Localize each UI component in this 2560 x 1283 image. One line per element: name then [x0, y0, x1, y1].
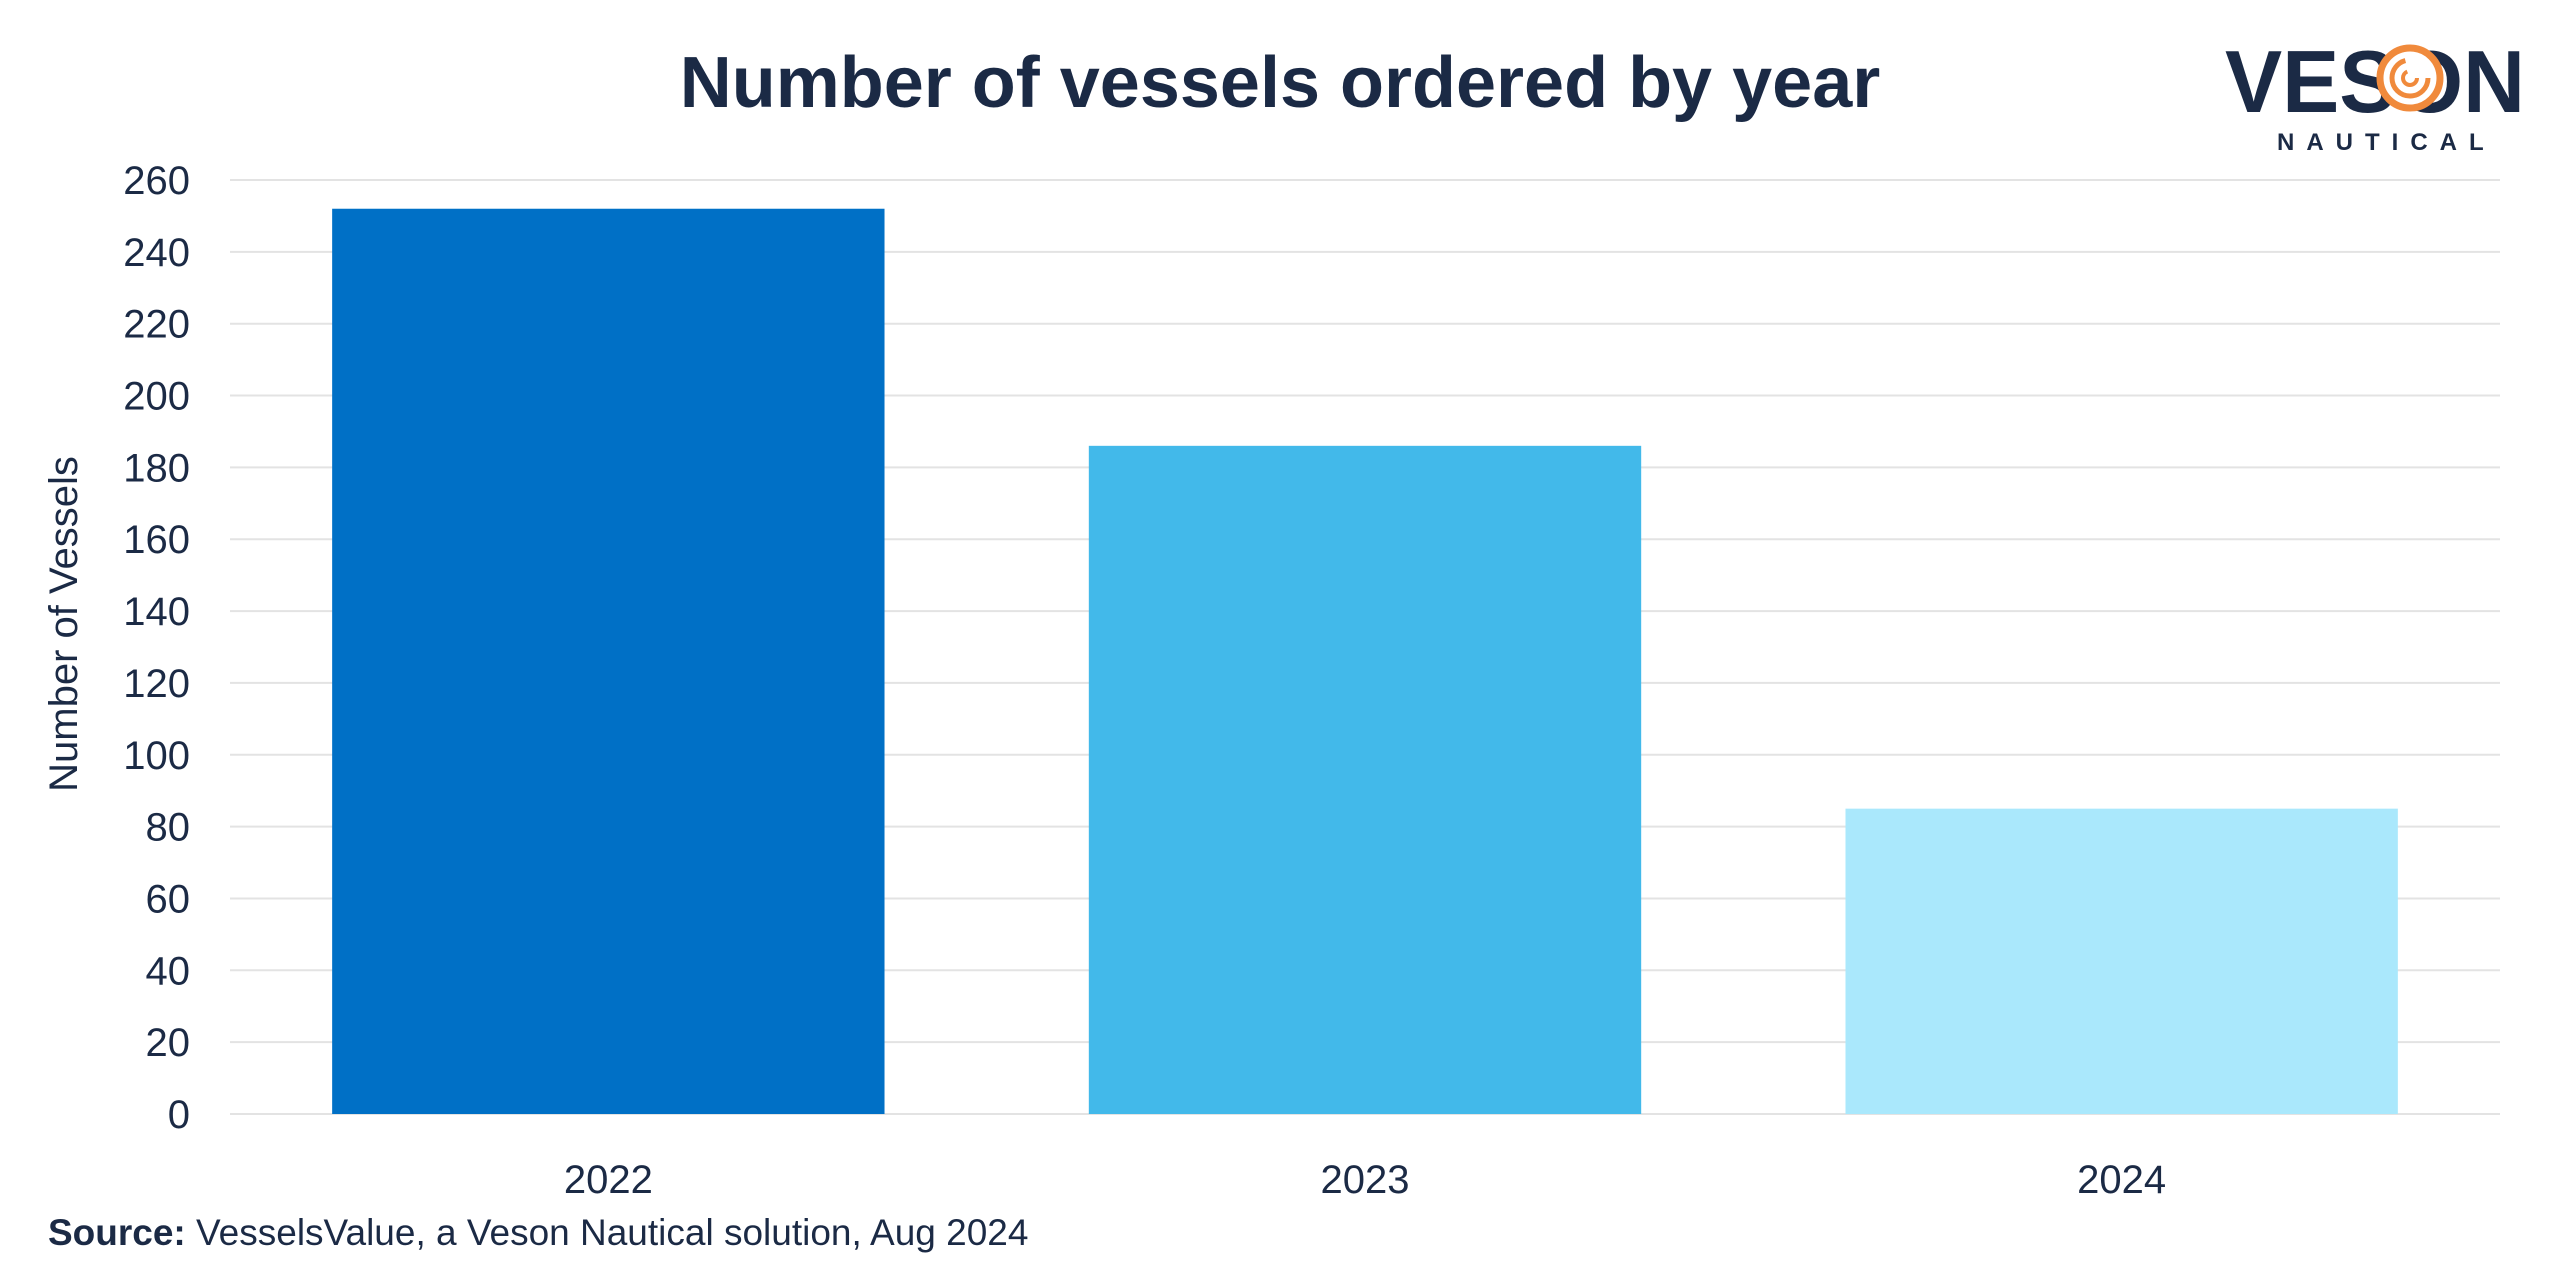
- bars: [332, 208, 2398, 1114]
- chart-title: Number of vessels ordered by year: [679, 43, 1881, 123]
- y-tick-label: 140: [123, 590, 190, 634]
- y-axis-ticks: 0 20 40 60 80 100 120 140 160 180 200 220 240 260: [123, 159, 190, 1137]
- y-tick-label: 240: [123, 231, 190, 275]
- x-tick-label-2022: 2022: [564, 1158, 653, 1202]
- y-axis-label: Number of Vessels: [42, 456, 86, 792]
- y-tick-label: 200: [123, 375, 190, 419]
- source-text: VesselsValue, a Veson Nautical solution,…: [196, 1212, 1029, 1253]
- bar-2023: [1088, 445, 1642, 1114]
- bar-2022: [332, 208, 885, 1114]
- source-line: Source: VesselsValue, a Veson Nautical s…: [48, 1212, 1028, 1254]
- source-label: Source:: [48, 1212, 186, 1253]
- y-tick-label: 100: [123, 734, 190, 778]
- y-tick-label: 260: [123, 159, 190, 203]
- logo-o-ring-icon: [2376, 44, 2444, 112]
- veson-nautical-logo: VESON NAUTICAL: [2225, 32, 2525, 156]
- x-tick-label-2023: 2023: [1321, 1158, 1410, 1202]
- x-axis-ticks: 2022 2023 2024: [564, 1158, 2166, 1202]
- y-tick-label: 0: [168, 1093, 190, 1137]
- y-tick-label: 20: [146, 1021, 191, 1065]
- y-tick-label: 120: [123, 662, 190, 706]
- logo-tagline-text: NAUTICAL: [2277, 129, 2496, 156]
- y-tick-label: 40: [146, 949, 191, 993]
- y-tick-label: 180: [123, 446, 190, 490]
- y-tick-label: 60: [146, 877, 191, 921]
- y-tick-label: 80: [146, 806, 191, 850]
- y-tick-label: 160: [123, 518, 190, 562]
- bar-2024: [1845, 808, 2398, 1114]
- x-tick-label-2024: 2024: [2077, 1158, 2166, 1202]
- logo-brand-text: VESON: [2225, 32, 2525, 131]
- y-tick-label: 220: [123, 303, 190, 347]
